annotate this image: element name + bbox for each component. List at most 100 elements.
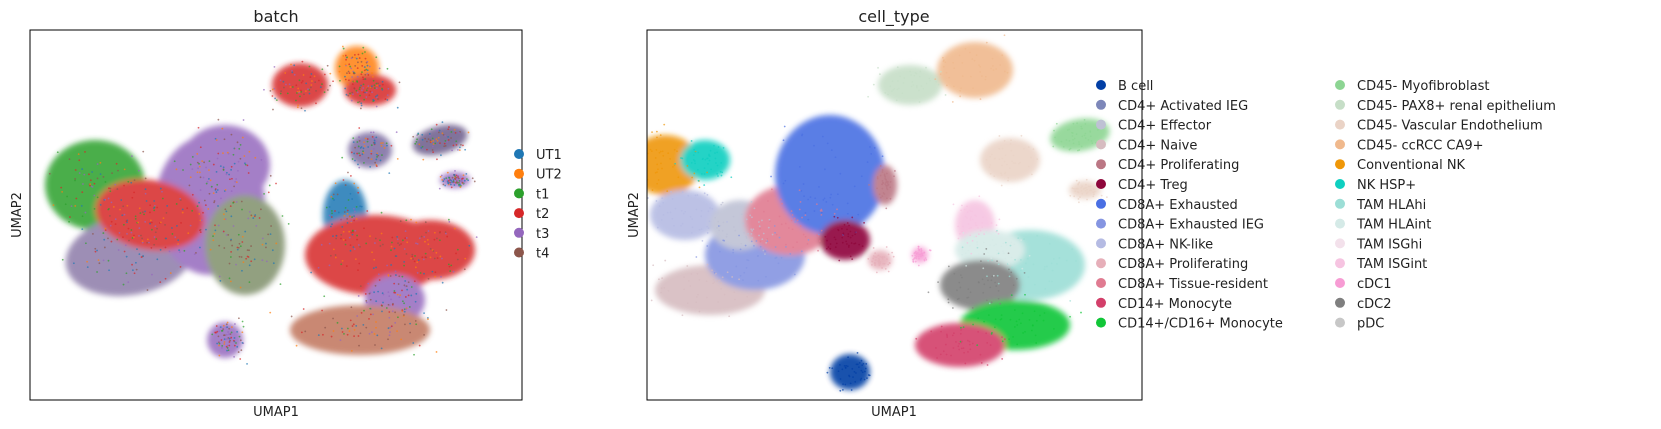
cell-type-cell-point <box>837 229 840 232</box>
cell-type-cell-point <box>1065 139 1068 141</box>
batch-cell-point <box>224 208 227 211</box>
cell-type-cell-point <box>734 229 737 232</box>
cell-type-cell-point <box>987 259 990 262</box>
cell-type-legend-label: CD4+ Proliferating <box>1118 158 1239 173</box>
batch-cell-point <box>400 243 402 245</box>
batch-cell-point <box>81 228 84 231</box>
batch-cell-point <box>225 345 228 348</box>
cell-type-cell-point <box>1071 248 1074 251</box>
cell-type-cell-point <box>877 66 879 69</box>
batch-y-axis-label: UMAP2 <box>10 192 25 238</box>
cell-type-cell-point <box>912 84 915 86</box>
cell-type-cell-point <box>969 210 972 212</box>
batch-cell-point <box>365 68 368 71</box>
batch-cell-point <box>396 293 399 296</box>
cell-type-cell-point <box>948 76 951 79</box>
cell-type-cell-point <box>969 217 972 220</box>
batch-cell-point <box>103 238 106 241</box>
batch-cell-point <box>338 65 341 68</box>
batch-cell-point <box>380 211 383 214</box>
batch-cell-point <box>458 183 460 186</box>
cell-type-cell-point <box>937 83 940 86</box>
batch-cell-point <box>131 237 134 239</box>
cell-type-cell-point <box>698 279 701 281</box>
cell-type-cell-point <box>921 252 924 255</box>
batch-cell-point <box>107 259 110 262</box>
cell-type-cell-point <box>680 224 682 227</box>
cell-type-cell-point <box>859 378 862 381</box>
batch-cell-point <box>368 94 371 97</box>
cell-type-cell-point <box>674 207 677 210</box>
batch-cell-point <box>309 76 312 79</box>
cell-type-cell-point <box>1012 162 1015 164</box>
batch-cell-point <box>321 68 324 71</box>
cell-type-cell-point <box>1027 146 1030 149</box>
cell-type-cell-point <box>892 255 895 258</box>
cell-type-cell-point <box>681 222 684 225</box>
batch-cell-point <box>356 75 359 78</box>
cell-type-cell-point <box>661 150 664 153</box>
batch-cell-point <box>404 230 407 233</box>
cell-type-cell-point <box>821 135 824 138</box>
batch-cell-point <box>358 262 361 265</box>
cell-type-cell-point <box>1000 314 1003 316</box>
batch-cell-point <box>448 126 450 128</box>
cell-type-cell-point <box>999 302 1002 305</box>
cell-type-cell-point <box>850 242 853 244</box>
batch-cell-point <box>237 169 239 172</box>
batch-cell-point <box>439 230 441 233</box>
cell-type-cell-point <box>855 363 858 366</box>
cell-type-cell-point <box>683 276 685 279</box>
batch-cell-point <box>213 232 216 235</box>
cell-type-cell-point <box>993 157 996 160</box>
batch-cell-point <box>415 140 418 143</box>
batch-cell-point <box>454 177 456 180</box>
batch-cell-point <box>265 246 267 249</box>
batch-cell-point <box>274 97 277 100</box>
batch-cell-point <box>362 78 365 81</box>
batch-cell-point <box>376 334 379 337</box>
batch-cell-point <box>344 239 347 242</box>
cell-type-cell-point <box>664 259 667 262</box>
cell-type-cell-point <box>957 225 960 228</box>
batch-cell-point <box>310 73 313 75</box>
cell-type-cell-point <box>987 279 989 282</box>
batch-cell-point <box>154 231 157 234</box>
cell-type-y-axis-label: UMAP2 <box>627 192 642 238</box>
cell-type-cell-point <box>953 67 956 70</box>
cell-type-legend-item-cd8a-tissue-resident: CD8A+ Tissue-resident <box>1096 277 1268 292</box>
cell-type-cell-point <box>1092 188 1095 191</box>
cell-type-legend-marker <box>1335 119 1345 130</box>
batch-cell-point <box>328 242 331 245</box>
batch-cell-point <box>460 179 463 182</box>
cell-type-cell-point <box>1003 160 1006 163</box>
batch-cell-point <box>450 137 452 139</box>
cell-type-cell-point <box>1008 167 1011 170</box>
cell-type-cell-point <box>868 183 870 186</box>
cell-type-cell-point <box>885 172 888 175</box>
batch-cell-point <box>125 255 128 258</box>
cell-type-cell-point <box>712 282 714 285</box>
cell-type-cell-point <box>1051 269 1054 272</box>
cell-type-cell-point <box>830 193 833 196</box>
cell-type-cell-point <box>721 171 724 174</box>
cell-type-cell-point <box>691 176 694 179</box>
cell-type-cell-point <box>802 233 805 236</box>
batch-cell-point <box>179 266 182 268</box>
batch-cell-point <box>357 244 360 246</box>
batch-cell-point <box>354 159 356 162</box>
cell-type-legend-marker <box>1335 258 1345 269</box>
batch-cell-point <box>81 191 84 194</box>
batch-cell-point <box>375 326 377 329</box>
cell-type-cell-point <box>1087 185 1090 188</box>
cell-type-cell-point <box>1068 139 1071 142</box>
batch-cell-point <box>341 45 344 48</box>
cell-type-cell-point <box>1052 327 1055 330</box>
cell-type-cell-point <box>720 161 723 164</box>
cell-type-cell-point <box>759 227 761 230</box>
cell-type-cell-point <box>877 257 880 260</box>
cell-type-legend-label: CD14+/CD16+ Monocyte <box>1118 317 1283 332</box>
cell-type-cell-point <box>745 218 748 221</box>
batch-cell-point <box>212 163 215 166</box>
batch-cell-point <box>370 331 373 334</box>
